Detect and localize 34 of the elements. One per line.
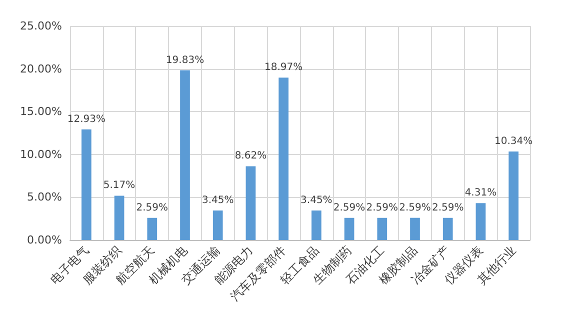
bar bbox=[377, 218, 388, 240]
bar bbox=[410, 218, 420, 240]
data-label: 2.59% bbox=[333, 202, 366, 214]
data-label: 3.45% bbox=[300, 194, 332, 206]
bar bbox=[312, 210, 322, 240]
bar bbox=[442, 218, 453, 240]
y-tick-label: 10.00% bbox=[20, 148, 62, 161]
data-label: 2.59% bbox=[399, 202, 431, 214]
data-label: 2.59% bbox=[366, 202, 398, 214]
y-tick-label: 5.00% bbox=[27, 190, 62, 204]
bar bbox=[114, 196, 124, 240]
data-label: 12.93% bbox=[67, 114, 106, 125]
y-tick-label: 0.00% bbox=[27, 234, 62, 246]
y-tick-label: 20.00% bbox=[20, 62, 62, 76]
bar bbox=[147, 218, 158, 240]
data-label: 10.34% bbox=[494, 136, 533, 147]
bar bbox=[82, 129, 92, 240]
data-label: 18.97% bbox=[264, 62, 303, 74]
y-tick-label: 25.00% bbox=[20, 20, 62, 32]
data-label: 5.17% bbox=[103, 180, 136, 192]
bar bbox=[508, 151, 518, 240]
data-label: 2.59% bbox=[432, 202, 464, 214]
bar bbox=[212, 210, 223, 240]
bar bbox=[476, 203, 486, 240]
data-label: 4.31% bbox=[464, 188, 497, 199]
data-label: 3.45% bbox=[202, 194, 234, 206]
bar bbox=[246, 166, 256, 240]
data-label: 19.83% bbox=[166, 54, 204, 66]
bar bbox=[180, 70, 190, 240]
y-tick-label: 15.00% bbox=[20, 105, 62, 118]
bar bbox=[278, 78, 288, 240]
data-label: 8.62% bbox=[234, 150, 267, 162]
data-label: 2.59% bbox=[136, 202, 168, 214]
bar bbox=[344, 218, 354, 240]
